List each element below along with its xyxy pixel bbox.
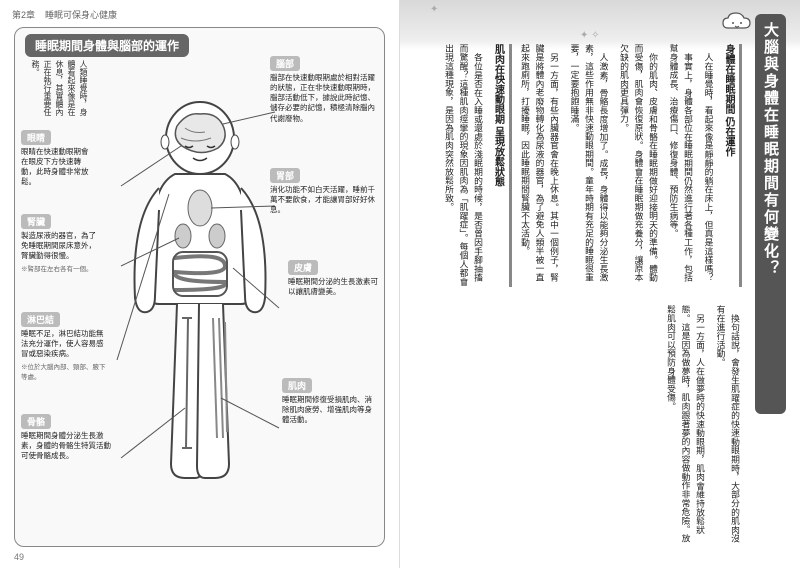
label-lymph: 淋巴結 <box>21 312 60 327</box>
text-bone: 睡眠期間身體分泌生長激素，身體的骨骼生特質活動可使骨骼成長。 <box>21 431 117 461</box>
note-lymph: ※位於大腦內部、頸部、腋下等處。 <box>21 361 107 381</box>
star-deco-icon: ✦ ✧ <box>580 30 600 41</box>
label-kidney: 腎臟 <box>21 214 51 229</box>
section-heading-b: 肌肉在快速動眼期 呈現放鬆狀態 <box>489 44 512 287</box>
paragraph: 你的肌肉、皮膚和骨骼在睡眠期做好迎接明天的準備。體動而受傷，肌肉會恢復原狀。身體… <box>617 44 661 287</box>
text-skin: 睡眠期間分泌的生長激素可以讓肌膚變美。 <box>288 277 378 297</box>
section-heading-a: 身體在睡眠期間 仍在運作 <box>720 44 743 287</box>
chapter-badge: 第2章 <box>12 8 35 21</box>
panel-subtitle: 人類睡覺時，身體看起來像是在休息，其實體內正在執行重要任務。 <box>29 60 89 122</box>
callout-kidney: 腎臟 製造尿液的器官，為了免睡眠期間尿床意外，腎臟勤得很慢。 ※腎部在左右各有一… <box>21 214 99 273</box>
star-deco-icon: ✦ <box>430 4 438 15</box>
label-eyes: 眼睛 <box>21 130 51 145</box>
callout-lymph: 淋巴結 睡眠不足，淋巴結功能無法充分運作，使人容易感冒或惡染疾病。 ※位於大腦內… <box>21 312 107 381</box>
paragraph: 另一方面，有些內臟器官會在晚上休息。其中一個例子，腎臟是將體內老廢物轉化為尿液的… <box>518 44 562 287</box>
label-brain: 腦部 <box>270 56 300 71</box>
paragraph: 換句話說，會發生肌躍症的快速動眼期時，大部分的肌肉沒有在進行活動。 <box>713 305 742 548</box>
paragraph: 事實上，身體各部位在睡眠期間仍然進行著各種工作，包括幫身體成長、治療傷口、修復身… <box>666 44 695 287</box>
paragraph: 人在睡覺時，看起來像是靜靜的躺在床上，但真是這樣嗎？ <box>701 44 716 287</box>
panel-title: 睡眠期間身體與腦部的運作 <box>25 34 189 57</box>
body-diagram-panel: 睡眠期間身體與腦部的運作 人類睡覺時，身體看起來像是在休息，其實體內正在執行重要… <box>14 27 385 547</box>
note-kidney: ※腎部在左右各有一個。 <box>21 263 99 273</box>
paragraph: 另一方面，人在做夢時的快速動眼期，肌肉會維持放鬆狀態。這是因為做夢時，肌肉跟著夢… <box>664 305 708 548</box>
paragraph: 各位是否在入睡或還處於淺眠期的時候，是否曾因手腳抽搐而驚醒？這種肌肉痙攣的現象因… <box>442 44 486 287</box>
chapter-title: 睡眠可保身心健康 <box>45 8 117 21</box>
callout-eyes: 眼睛 眼睛在快速動眼期會在眼皮下方快速轉動，此時身體非常放鬆。 <box>21 130 93 188</box>
callout-muscle: 肌肉 睡眠期間修復受損肌肉、消除肌肉疲勞、增強肌肉等身體活動。 <box>282 378 378 425</box>
article-title-banner: 大腦與身體在睡眠期間有何變化？ <box>755 14 786 414</box>
text-kidney: 製造尿液的器官，為了免睡眠期間尿床意外，腎臟勤得很慢。 <box>21 231 99 261</box>
text-brain: 腦部在快速動眼期處於相對活躍的狀態，正在非快速動眼期時，腦部活動低下，據說此時記… <box>270 73 378 124</box>
text-eyes: 眼睛在快速動眼期會在眼皮下方快速轉動，此時身體非常放鬆。 <box>21 147 93 188</box>
human-body-figure <box>115 98 285 518</box>
cloud-face-icon <box>722 12 752 34</box>
callout-stomach: 胃部 消化功能不如白天活躍，睡前千萬不要飲食，才能讓胃部好好休息。 <box>270 168 378 215</box>
chapter-header: 第2章 睡眠可保身心健康 <box>0 0 399 23</box>
label-skin: 皮膚 <box>288 260 318 275</box>
left-page: 第2章 睡眠可保身心健康 睡眠期間身體與腦部的運作 人類睡覺時，身體看起來像是在… <box>0 0 400 568</box>
label-muscle: 肌肉 <box>282 378 312 393</box>
callout-skin: 皮膚 睡眠期間分泌的生長激素可以讓肌膚變美。 <box>288 260 378 297</box>
callout-brain: 腦部 腦部在快速動眼期處於相對活躍的狀態，正在非快速動眼期時，腦部活動低下，據說… <box>270 56 378 124</box>
paragraph: 人激素，骨骼長度增加了。成長，身體得以能夠分泌生長激素，這些作用無非快速動眼期間… <box>567 44 611 287</box>
text-stomach: 消化功能不如白天活躍，睡前千萬不要飲食，才能讓胃部好好休息。 <box>270 185 378 215</box>
label-bone: 骨骼 <box>21 414 51 429</box>
page-number: 49 <box>14 552 24 562</box>
text-muscle: 睡眠期間修復受損肌肉、消除肌肉疲勞、增強肌肉等身體活動。 <box>282 395 378 425</box>
right-page: ✦ ✦ ✧ 大腦與身體在睡眠期間有何變化？ 身體在睡眠期間 仍在運作 人在睡覺時… <box>400 0 800 568</box>
label-stomach: 胃部 <box>270 168 300 183</box>
text-lymph: 睡眠不足，淋巴結功能無法充分運作，使人容易感冒或惡染疾病。 <box>21 329 107 359</box>
callout-bone: 骨骼 睡眠期間身體分泌生長激素，身體的骨骼生特質活動可使骨骼成長。 <box>21 414 117 461</box>
article-body: 身體在睡眠期間 仍在運作 人在睡覺時，看起來像是靜靜的躺在床上，但真是這樣嗎？ … <box>420 44 742 548</box>
